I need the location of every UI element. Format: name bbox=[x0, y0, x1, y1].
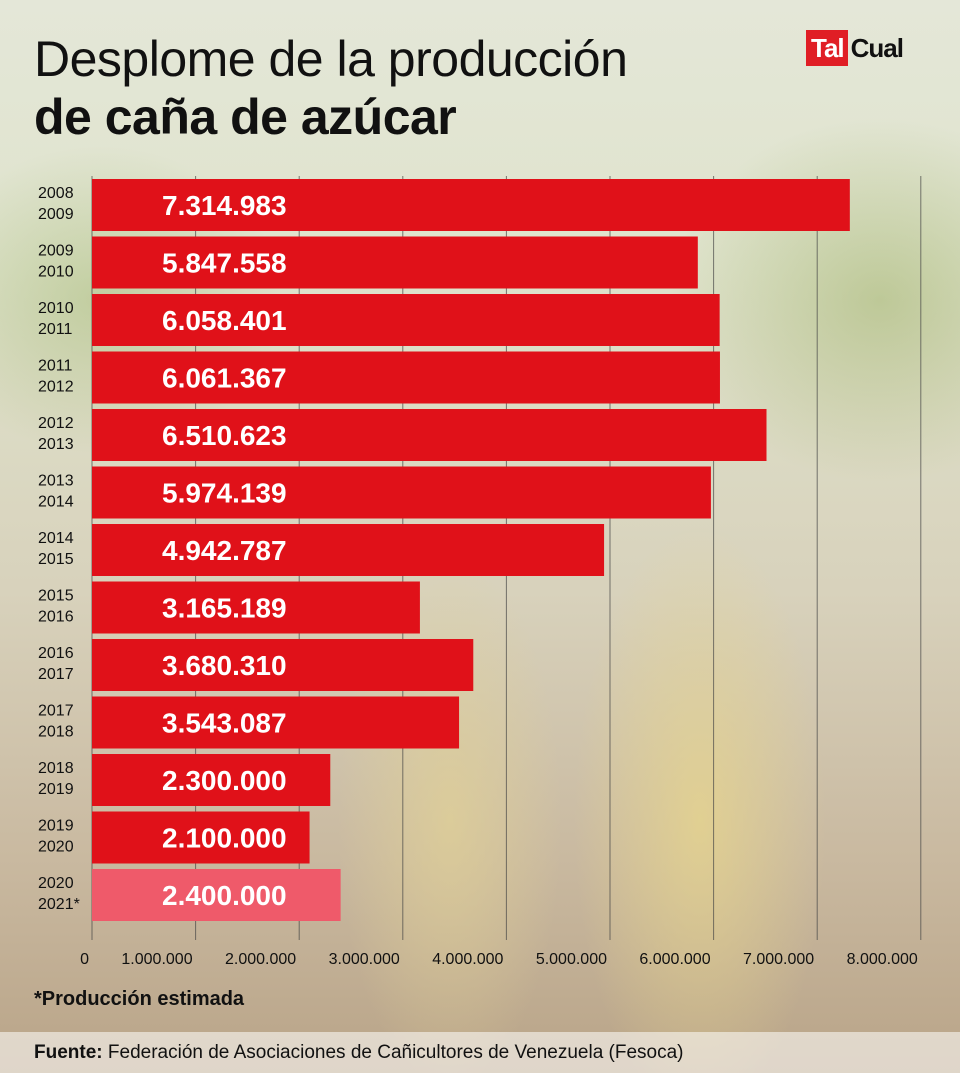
category-label: 2011 bbox=[38, 358, 73, 375]
bar-value-label: 2.100.000 bbox=[162, 823, 287, 854]
bar-value-label: 3.165.189 bbox=[162, 593, 287, 624]
bar bbox=[92, 524, 605, 576]
bar-value-label: 3.680.310 bbox=[162, 650, 287, 681]
x-tick-label: 8.000.000 bbox=[847, 951, 918, 968]
bar bbox=[92, 409, 767, 461]
category-label: 2019 bbox=[38, 781, 74, 798]
bar-value-label: 6.061.367 bbox=[162, 363, 287, 394]
bar-value-label: 6.058.401 bbox=[162, 305, 287, 336]
category-label: 2021* bbox=[38, 896, 80, 913]
x-tick-label: 3.000.000 bbox=[329, 951, 400, 968]
category-label: 2013 bbox=[38, 436, 74, 453]
category-label: 2019 bbox=[38, 818, 74, 835]
category-label: 2017 bbox=[38, 666, 74, 683]
category-label: 2012 bbox=[38, 379, 74, 396]
bar-value-label: 2.400.000 bbox=[162, 880, 287, 911]
x-tick-label: 6.000.000 bbox=[639, 951, 710, 968]
bar-value-label: 3.543.087 bbox=[162, 708, 287, 739]
footer-band bbox=[0, 1032, 960, 1073]
bar bbox=[92, 351, 720, 404]
category-label: 2013 bbox=[38, 473, 74, 490]
category-label: 2020 bbox=[38, 839, 74, 856]
x-tick-label: 2.000.000 bbox=[225, 951, 296, 968]
category-label: 2008 bbox=[38, 185, 74, 202]
logo-tal: Tal bbox=[806, 30, 848, 66]
bar-chart: 7.314.983 2008 2009 5.847.558 2009 2010 6.058.… bbox=[38, 176, 922, 968]
category-label: 2014 bbox=[38, 530, 74, 547]
x-tick-label: 0 bbox=[80, 951, 89, 968]
category-label: 2014 bbox=[38, 494, 74, 511]
category-label: 2017 bbox=[38, 703, 74, 720]
source-text: Federación de Asociaciones de Cañicultor… bbox=[107, 1042, 684, 1063]
x-tick-label: 1.000.000 bbox=[121, 951, 192, 968]
bar bbox=[92, 639, 474, 691]
category-label: 2016 bbox=[38, 645, 74, 662]
category-label: 2012 bbox=[38, 415, 74, 432]
x-tick-label: 4.000.000 bbox=[432, 951, 503, 968]
category-label: 2015 bbox=[38, 551, 74, 568]
x-tick-label: 5.000.000 bbox=[536, 951, 607, 968]
category-label: 2009 bbox=[38, 206, 74, 223]
x-tick-label: 7.000.000 bbox=[743, 951, 814, 968]
bar bbox=[92, 179, 850, 231]
category-label: 2018 bbox=[38, 760, 74, 777]
estimate-note: *Producción estimada bbox=[34, 988, 245, 1010]
category-label: 2010 bbox=[38, 264, 74, 281]
category-label: 2016 bbox=[38, 609, 74, 626]
talcual-logo: Tal Cual bbox=[806, 30, 904, 66]
bar-value-label: 7.314.983 bbox=[162, 190, 287, 221]
title-line-2: de caña de azúcar bbox=[34, 89, 457, 145]
bar-value-label: 2.300.000 bbox=[162, 765, 287, 796]
source-label: Fuente: bbox=[34, 1042, 103, 1063]
bar bbox=[92, 236, 698, 289]
category-label: 2018 bbox=[38, 724, 74, 741]
category-label: 2009 bbox=[38, 243, 74, 260]
category-label: 2020 bbox=[38, 875, 74, 892]
logo-cual: Cual bbox=[850, 32, 904, 63]
category-label: 2011 bbox=[38, 321, 73, 338]
category-label: 2010 bbox=[38, 300, 74, 317]
bar-value-label: 6.510.623 bbox=[162, 420, 287, 451]
title-line-1: Desplome de la producción bbox=[34, 31, 628, 87]
bar-value-label: 5.847.558 bbox=[162, 248, 287, 279]
category-label: 2015 bbox=[38, 588, 74, 605]
bar bbox=[92, 466, 711, 519]
bar bbox=[92, 696, 460, 749]
bar bbox=[92, 294, 720, 346]
bar bbox=[92, 754, 331, 806]
bar bbox=[92, 581, 420, 634]
source-line: Fuente: Federación de Asociaciones de Ca… bbox=[34, 1042, 684, 1064]
bar bbox=[92, 869, 341, 921]
bar bbox=[92, 811, 310, 864]
bar-value-label: 5.974.139 bbox=[162, 478, 287, 509]
bar-value-label: 4.942.787 bbox=[162, 535, 287, 566]
